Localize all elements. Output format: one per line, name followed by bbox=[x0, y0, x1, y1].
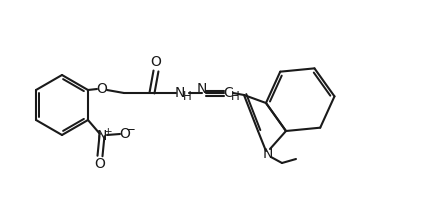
Text: N: N bbox=[97, 129, 107, 143]
Text: C: C bbox=[223, 86, 232, 100]
Text: N: N bbox=[262, 147, 273, 161]
Text: H: H bbox=[230, 89, 239, 102]
Text: O: O bbox=[150, 55, 161, 69]
Text: O: O bbox=[96, 82, 107, 96]
Text: O: O bbox=[94, 157, 105, 171]
Text: +: + bbox=[103, 127, 112, 137]
Text: N: N bbox=[196, 82, 207, 96]
Text: −: − bbox=[126, 123, 135, 136]
Text: H: H bbox=[182, 89, 191, 102]
Text: O: O bbox=[119, 127, 130, 141]
Text: N: N bbox=[174, 86, 185, 100]
